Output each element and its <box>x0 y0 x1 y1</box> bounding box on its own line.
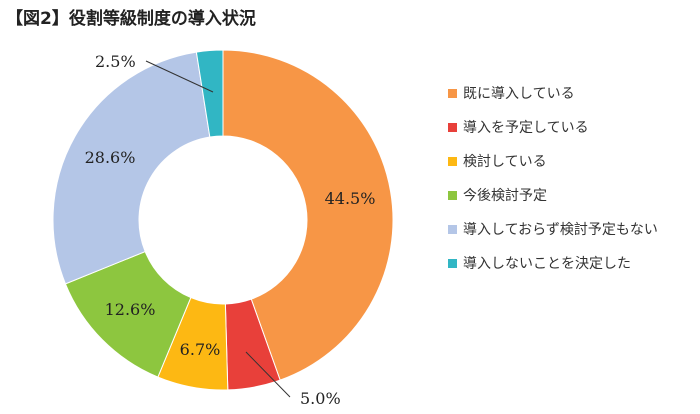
legend-item: 既に導入している <box>448 76 658 110</box>
slice-data-label: 5.0% <box>300 389 341 408</box>
legend-swatch <box>448 122 457 132</box>
legend-item: 導入しないことを決定した <box>448 246 658 280</box>
slice-data-label: 6.7% <box>180 340 221 359</box>
slice-data-label: 2.5% <box>95 52 136 71</box>
legend-label: 既に導入している <box>463 86 575 102</box>
leader-line <box>145 60 214 93</box>
legend-label: 導入を予定している <box>463 120 589 136</box>
legend-swatch <box>448 156 457 166</box>
slice-data-label: 44.5% <box>325 189 376 208</box>
donut-slice <box>52 51 211 285</box>
legend-item: 今後検討予定 <box>448 178 658 212</box>
legend-item: 導入を予定している <box>448 110 658 144</box>
legend-item: 導入しておらず検討予定もない <box>448 212 658 246</box>
legend-label: 導入しないことを決定した <box>463 256 631 272</box>
legend-swatch <box>448 224 457 234</box>
legend-label: 導入しておらず検討予定もない <box>463 222 658 238</box>
donut-slice <box>222 49 394 381</box>
chart-legend: 既に導入している 導入を予定している 検討している 今後検討予定導入しておらず検討予定… <box>448 76 658 280</box>
legend-item: 検討している <box>448 144 658 178</box>
legend-swatch <box>448 190 457 200</box>
legend-swatch <box>448 88 457 98</box>
leader-line <box>245 351 291 398</box>
donut-slice <box>195 49 224 138</box>
legend-swatch <box>448 258 457 268</box>
slice-data-label: 12.6% <box>105 300 156 319</box>
legend-label: 今後検討予定 <box>463 188 547 204</box>
slice-data-label: 28.6% <box>85 148 136 167</box>
chart-title: 【図2】役割等級制度の導入状況 <box>6 9 256 29</box>
legend-label: 検討している <box>463 154 547 170</box>
